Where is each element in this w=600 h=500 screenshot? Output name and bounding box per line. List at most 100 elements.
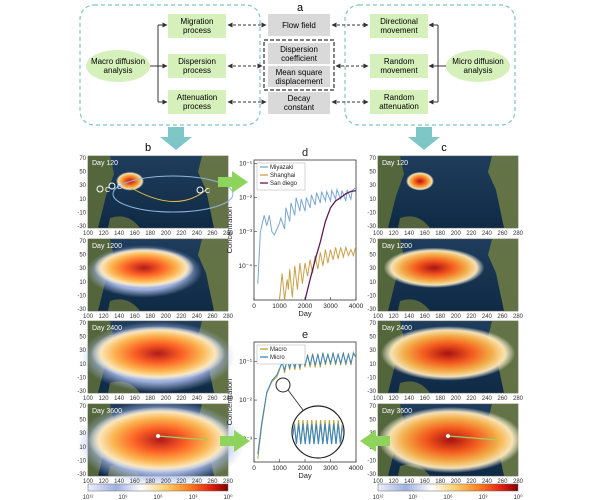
zoom-inset xyxy=(291,405,345,459)
map-y-tick: 70 xyxy=(369,156,376,162)
map-y-tick: 10 xyxy=(79,197,86,203)
map-x-tick: 220 xyxy=(466,396,477,402)
map-x-tick: 240 xyxy=(192,396,203,402)
legend: Miyazaki Shanghai San diego xyxy=(256,162,306,191)
map-x-tick: 280 xyxy=(223,396,234,402)
svg-text:movement: movement xyxy=(380,66,418,75)
day-label: Day 1200 xyxy=(382,243,412,250)
map-x-tick: 180 xyxy=(145,479,156,485)
micro-map-day-4: Day 360070503010-10-30100120140160180200… xyxy=(367,403,524,485)
map-x-ticks: 100 120 140 160 180 200 220 240 260 280 xyxy=(373,479,524,485)
series-lines xyxy=(257,186,356,300)
colorbar-tick: 10¹² xyxy=(373,495,384,500)
x-tick-label: 3000 xyxy=(323,465,338,472)
micro-group-frame xyxy=(344,4,516,126)
map-x-tick: 260 xyxy=(207,396,218,402)
colorbar-left: 10¹² 10⁹ 10⁶ 10³ 10⁰ xyxy=(83,483,233,500)
colorbar-tick: 10⁰ xyxy=(513,494,523,500)
map-y-tick: 10 xyxy=(369,197,376,203)
map-x-tick: 180 xyxy=(435,314,446,320)
micro-branch-lines xyxy=(428,22,446,105)
map-y-tick: 30 xyxy=(369,183,376,189)
map-y-tick: -30 xyxy=(77,389,86,395)
concentration-plume xyxy=(88,406,234,474)
colorbar-tick: 10³ xyxy=(479,495,488,500)
map-y-tick: 30 xyxy=(369,348,376,354)
x-tick-label: 1000 xyxy=(272,303,287,310)
map-x-tick: 220 xyxy=(466,314,477,320)
panel-label-c: c xyxy=(441,142,447,154)
micro-hub-line1: Micro diffusion xyxy=(452,57,503,66)
map-y-tick: -30 xyxy=(367,472,376,478)
map-x-tick: 260 xyxy=(497,231,508,237)
x-axis-label: Day xyxy=(298,471,312,480)
map-x-tick: 100 xyxy=(83,314,94,320)
map-x-tick: 160 xyxy=(130,479,141,485)
colorbar-tick: 10⁹ xyxy=(408,494,418,500)
panel-label-a: a xyxy=(297,2,304,14)
sampling-pointer xyxy=(447,435,499,441)
map-x-tick: 260 xyxy=(207,231,218,237)
map-x-tick: 120 xyxy=(389,396,400,402)
legend-entry: Shanghai xyxy=(270,173,295,179)
map-x-tick: 280 xyxy=(513,231,524,237)
x-tick-labels: 0 1000 2000 3000 4000 xyxy=(252,459,364,472)
map-x-tick: 180 xyxy=(435,396,446,402)
map-y-tick: -30 xyxy=(77,307,86,313)
sampling-point xyxy=(446,434,450,438)
map-x-tick: 120 xyxy=(389,231,400,237)
map-x-tick: 220 xyxy=(176,231,187,237)
map-x-tick: 100 xyxy=(373,479,384,485)
macro-branch-lines xyxy=(150,22,168,105)
y-tick-label: 10⁻¹ xyxy=(239,160,253,167)
day-label: Day 3600 xyxy=(92,408,122,415)
map-x-tick: 120 xyxy=(99,396,110,402)
map-y-tick: 30 xyxy=(79,183,86,189)
map-x-tick: 160 xyxy=(130,231,141,237)
zoom-source-circle xyxy=(275,377,291,393)
site-marker xyxy=(196,186,204,194)
america-landmass xyxy=(488,156,518,228)
svg-text:Attenuation: Attenuation xyxy=(177,93,217,102)
map-x-tick: 140 xyxy=(114,314,125,320)
x-axis-label: Day xyxy=(298,309,312,318)
map-x-tick: 240 xyxy=(192,231,203,237)
map-x-tick: 240 xyxy=(482,396,493,402)
map-y-tick: -10 xyxy=(367,293,376,299)
map-x-tick: 100 xyxy=(373,231,384,237)
svg-text:Dispersion: Dispersion xyxy=(178,57,216,66)
macro-down-arrow xyxy=(160,127,192,150)
svg-text:constant: constant xyxy=(284,103,315,112)
map-x-tick: 240 xyxy=(192,479,203,485)
map-x-tick: 180 xyxy=(145,314,156,320)
map-x-tick: 100 xyxy=(83,396,94,402)
y-axis-label: Concentration xyxy=(225,207,234,254)
flow-diagram: a Macro diffusion analysis Micro diffusi… xyxy=(79,2,516,154)
y-tick-label: 10⁻³ xyxy=(239,229,253,236)
map-x-tick: 140 xyxy=(404,314,415,320)
svg-text:attenuation: attenuation xyxy=(379,102,419,111)
map-y-tick: -10 xyxy=(77,458,86,464)
map-x-tick: 120 xyxy=(389,479,400,485)
map-x-tick: 140 xyxy=(114,479,125,485)
micro-hub: Micro diffusion analysis xyxy=(446,50,510,82)
svg-text:process: process xyxy=(183,66,211,75)
concentration-plume xyxy=(90,326,226,381)
micro-box-random-attenuation: Random attenuation xyxy=(370,90,428,114)
micro-box-directional: Directional movement xyxy=(370,14,428,38)
svg-text:Directional: Directional xyxy=(380,17,418,26)
map-x-tick: 220 xyxy=(176,314,187,320)
macro-box-dispersion: Dispersion process xyxy=(168,54,226,78)
day-label: Day 1200 xyxy=(92,243,122,250)
zoom-inset-circle xyxy=(291,405,345,459)
oceania-landmass xyxy=(398,464,430,476)
site-marker-label: C xyxy=(117,184,122,191)
chart-panel-label: e xyxy=(302,329,308,341)
svg-text:displacement: displacement xyxy=(275,77,323,86)
y-tick-labels: 10⁻¹ 10⁻² 10⁻³ 10⁻⁴ xyxy=(239,160,257,270)
map-y-ticks: 70 50 30 10 -10 -30 xyxy=(77,156,86,230)
map-y-tick: -10 xyxy=(77,293,86,299)
